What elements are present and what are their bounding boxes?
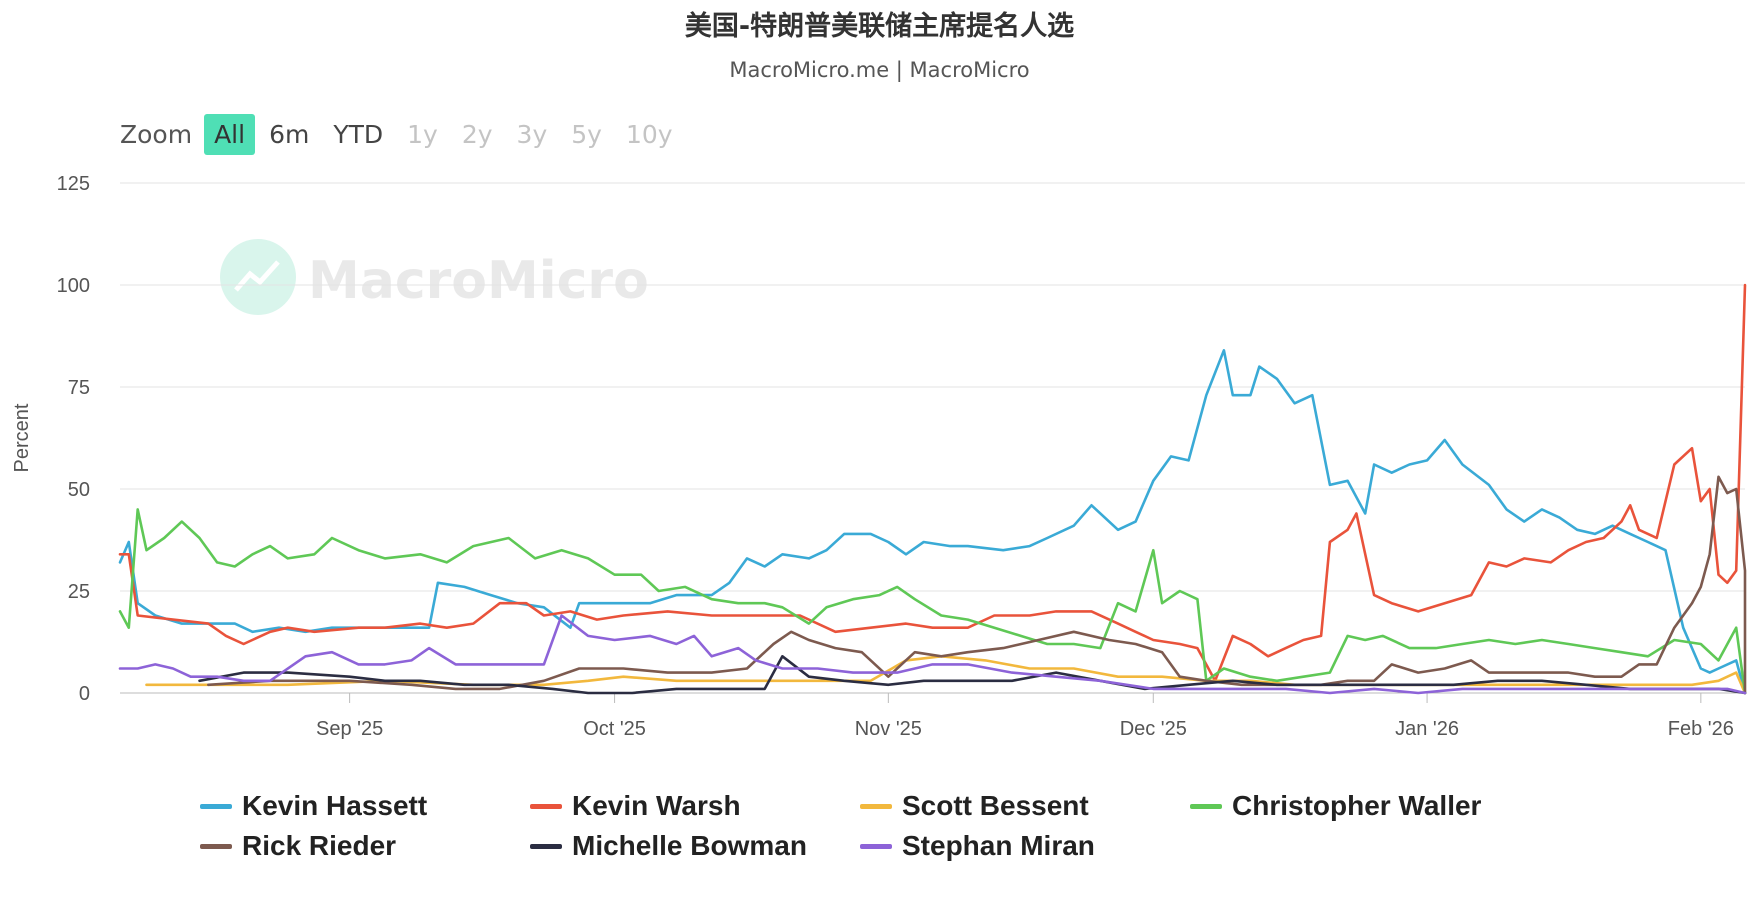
legend-label: Scott Bessent (902, 790, 1089, 821)
series-line-stephan-miran (118, 614, 1747, 695)
series-line-rick-rieder (207, 475, 1747, 695)
series-line-kevin-warsh (118, 283, 1747, 683)
legend-label: Kevin Warsh (572, 790, 741, 821)
series-line-christopher-waller (118, 508, 1747, 695)
legend-swatch (860, 803, 892, 809)
legend-swatch (530, 803, 562, 809)
x-axis: Sep '25 Oct '25 Nov '25 Dec '25 Jan '26 Feb '… (316, 693, 1734, 740)
zoom-button-3y: 3y (516, 119, 548, 149)
series-line-michelle-bowman (198, 654, 1747, 695)
watermark: MacroMicro (220, 239, 649, 315)
legend-item-kevin-hassett[interactable]: Kevin Hassett (200, 790, 427, 822)
y-axis: 0 25 50 75 100 125 (57, 173, 90, 705)
zoom-button-2y: 2y (461, 119, 493, 149)
legend-item-kevin-warsh[interactable]: Kevin Warsh (530, 790, 741, 822)
x-tick-label: Sep '25 (316, 718, 383, 740)
watermark-logo-mark (234, 260, 280, 292)
y-tick-label: 75 (68, 377, 90, 399)
legend-item-michelle-bowman[interactable]: Michelle Bowman (530, 830, 807, 862)
y-tick-label: 100 (57, 275, 90, 297)
watermark-logo-icon (220, 239, 296, 315)
legend-item-scott-bessent[interactable]: Scott Bessent (860, 790, 1089, 822)
zoom-button-10y: 10y (625, 119, 673, 149)
chart-title: 美国-特朗普美联储主席提名人选 (684, 11, 1075, 42)
legend-label: Rick Rieder (242, 830, 397, 861)
x-tick-label: Nov '25 (855, 718, 922, 740)
legend-label: Christopher Waller (1232, 790, 1482, 821)
zoom-button-6m[interactable]: 6m (269, 119, 310, 149)
y-tick-label: 125 (57, 173, 90, 195)
series-lines (118, 283, 1747, 695)
legend-item-christopher-waller[interactable]: Christopher Waller (1190, 790, 1481, 822)
x-tick-label: Jan '26 (1395, 718, 1459, 740)
legend-item-rick-rieder[interactable]: Rick Rieder (200, 830, 396, 862)
x-tick-label: Feb '26 (1668, 718, 1734, 740)
legend-swatch (530, 843, 562, 849)
zoom-selector: Zoom All 6m YTD 1y 2y 3y 5y 10y (120, 112, 687, 156)
y-tick-label: 50 (68, 479, 90, 501)
y-tick-label: 0 (79, 683, 90, 705)
legend-swatch (200, 843, 232, 849)
legend-label: Stephan Miran (902, 830, 1095, 861)
x-tick-label: Dec '25 (1120, 718, 1187, 740)
legend-label: Kevin Hassett (242, 790, 428, 821)
zoom-button-all[interactable]: All (204, 113, 256, 155)
zoom-label: Zoom (120, 119, 193, 149)
series-line-kevin-hassett (118, 348, 1747, 695)
y-axis-label: Percent (11, 403, 33, 472)
zoom-button-ytd[interactable]: YTD (333, 119, 384, 149)
legend-item-stephan-miran[interactable]: Stephan Miran (860, 830, 1095, 862)
series-line-scott-bessent (145, 654, 1747, 695)
x-tick-label: Oct '25 (583, 718, 646, 740)
legend-swatch (200, 803, 232, 809)
zoom-button-1y: 1y (407, 119, 438, 149)
legend-swatch (860, 843, 892, 849)
y-tick-label: 25 (68, 581, 90, 603)
legend-label: Michelle Bowman (572, 830, 807, 861)
chart-subtitle: MacroMicro.me | MacroMicro (729, 58, 1030, 82)
watermark-text: MacroMicro (308, 251, 649, 311)
legend-swatch (1190, 803, 1222, 809)
zoom-button-5y: 5y (571, 119, 602, 149)
